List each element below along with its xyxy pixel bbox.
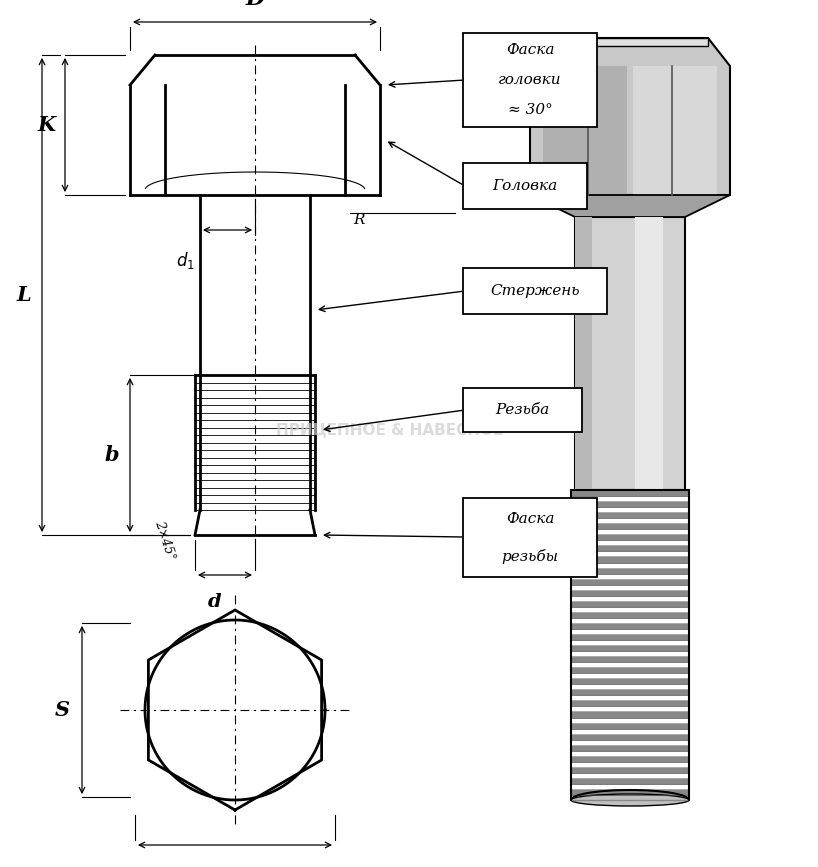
Bar <box>571 557 689 563</box>
Text: ≈ 30°: ≈ 30° <box>508 103 552 117</box>
Text: Резьба: Резьба <box>496 403 550 417</box>
Bar <box>571 722 689 728</box>
Bar <box>571 623 689 629</box>
Text: S: S <box>55 700 70 720</box>
Polygon shape <box>530 195 730 217</box>
FancyBboxPatch shape <box>463 163 587 209</box>
Bar <box>571 745 689 751</box>
Text: головки: головки <box>498 73 562 87</box>
Bar <box>571 645 689 651</box>
Text: Головка: Головка <box>492 179 558 193</box>
Text: Стержень: Стержень <box>490 284 580 298</box>
Bar <box>571 601 689 607</box>
Bar <box>571 701 689 707</box>
Bar <box>571 678 689 684</box>
Bar <box>571 667 689 674</box>
Bar <box>571 501 689 507</box>
Bar <box>571 534 689 540</box>
FancyBboxPatch shape <box>463 388 582 432</box>
Bar <box>571 568 689 574</box>
Text: Фаска: Фаска <box>506 512 555 525</box>
Polygon shape <box>633 66 717 195</box>
Bar <box>571 523 689 530</box>
Bar <box>571 490 689 496</box>
Text: резьбы: резьбы <box>501 549 559 564</box>
FancyBboxPatch shape <box>575 217 591 490</box>
Ellipse shape <box>571 794 689 806</box>
Text: e: e <box>229 863 241 867</box>
Bar <box>571 712 689 718</box>
Bar <box>571 590 689 596</box>
Text: Фаска: Фаска <box>506 43 555 57</box>
Bar <box>571 634 689 640</box>
FancyBboxPatch shape <box>635 217 663 490</box>
Bar <box>571 689 689 695</box>
Polygon shape <box>552 38 708 46</box>
Polygon shape <box>543 66 627 195</box>
Bar <box>571 733 689 740</box>
Text: ПРИЦЕПНОЕ & НАВЕСНОЕ: ПРИЦЕПНОЕ & НАВЕСНОЕ <box>276 422 504 438</box>
FancyBboxPatch shape <box>463 33 597 127</box>
Text: 2×45°: 2×45° <box>152 518 178 562</box>
FancyBboxPatch shape <box>463 268 607 314</box>
FancyBboxPatch shape <box>575 217 685 490</box>
Text: D: D <box>245 0 265 10</box>
Bar <box>571 656 689 662</box>
Text: d: d <box>209 593 222 611</box>
Text: K: K <box>38 115 56 135</box>
Bar <box>571 545 689 551</box>
Bar <box>571 789 689 795</box>
Bar <box>571 612 689 618</box>
Bar <box>571 512 689 518</box>
Text: b: b <box>105 445 119 465</box>
Bar <box>571 578 689 584</box>
Polygon shape <box>530 38 730 195</box>
Bar <box>571 778 689 784</box>
Bar <box>571 766 689 772</box>
FancyBboxPatch shape <box>463 498 597 577</box>
Bar <box>571 756 689 762</box>
Text: R: R <box>353 213 365 227</box>
Text: L: L <box>16 285 31 305</box>
Text: $d_1$: $d_1$ <box>176 250 195 271</box>
